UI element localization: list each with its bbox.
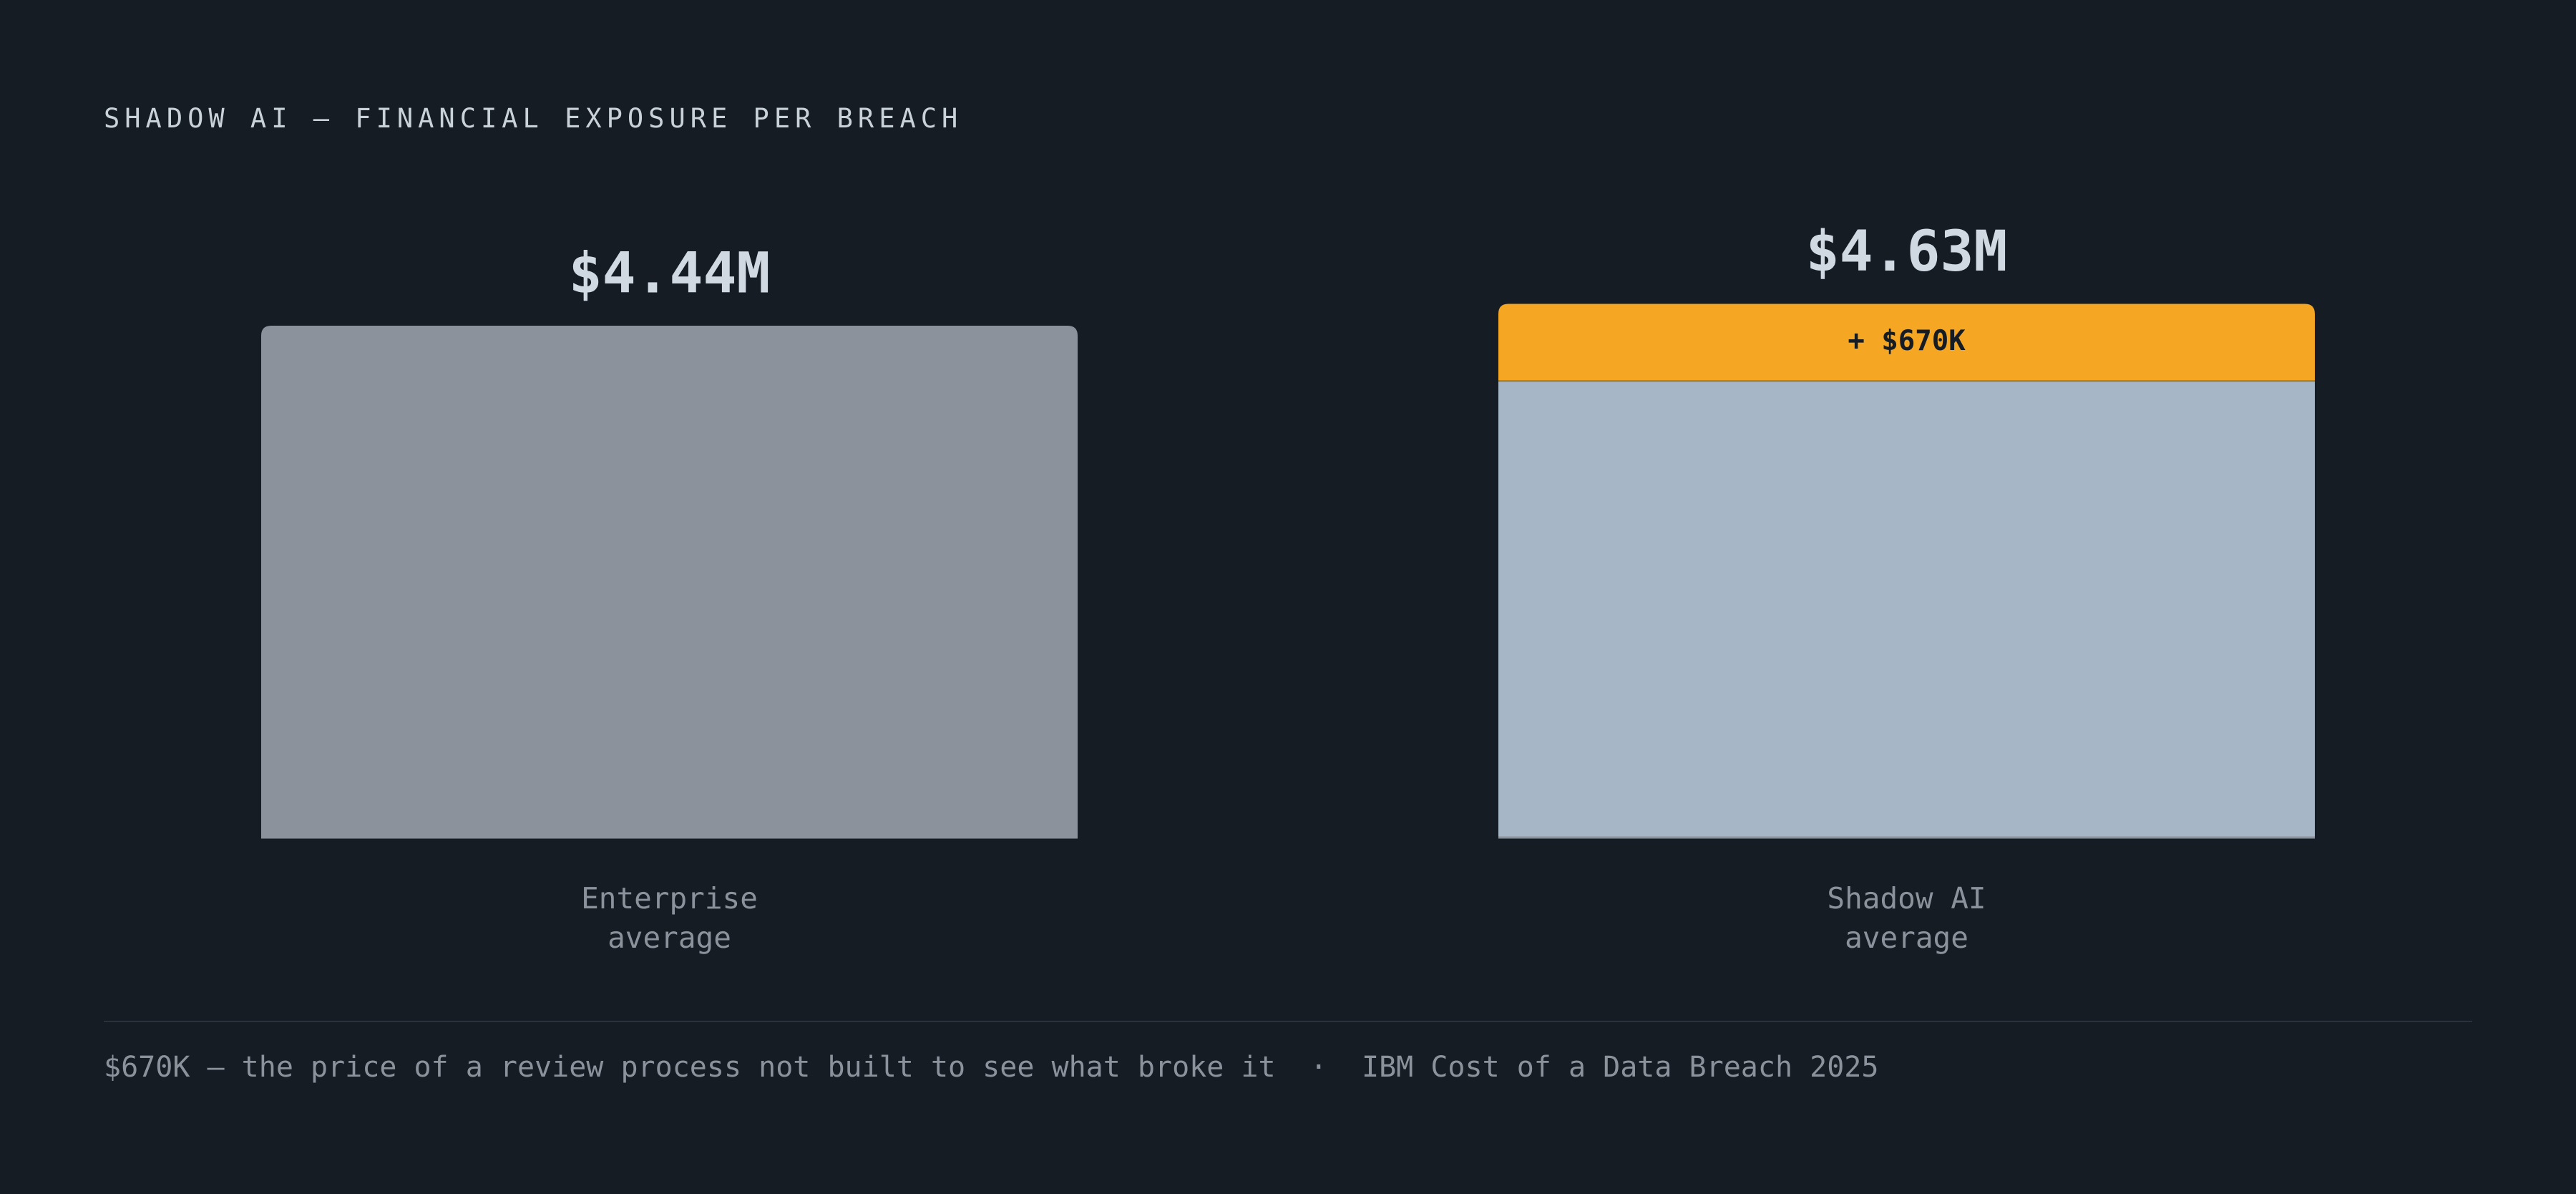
chart-title: SHADOW AI — FINANCIAL EXPOSURE PER BREAC… [104,103,963,134]
footer-note: $670K — the price of a review process no… [104,1051,1879,1084]
category-label: Enterprise average [581,881,758,955]
total-label: $4.63M [1806,220,2008,284]
bar-segment [1498,381,2315,837]
divider [104,1021,2472,1022]
bar-segment [261,326,1078,838]
bar-segment [1498,304,2315,382]
category-label: Shadow AI average [1827,881,1986,955]
total-label: $4.44M [569,242,771,306]
segment-label: + $670K [1848,325,1966,357]
